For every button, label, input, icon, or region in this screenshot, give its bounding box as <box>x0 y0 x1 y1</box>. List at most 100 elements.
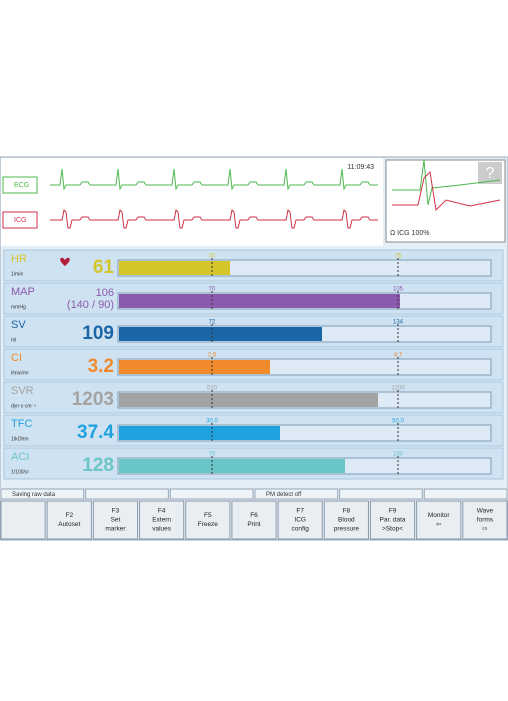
button-label[interactable]: ⇦ <box>436 521 442 528</box>
ref-marker-label: 1200 <box>391 386 405 392</box>
button-label[interactable]: F3 <box>112 508 120 515</box>
ref-marker-label: 2.5 <box>208 353 217 359</box>
bar-fill <box>119 327 322 341</box>
function-button[interactable] <box>46 500 92 540</box>
ref-marker-label: 4.7 <box>394 353 403 359</box>
param-detail: (140 / 90) <box>67 299 114 311</box>
button-label[interactable]: forms <box>477 517 494 524</box>
button-label[interactable]: Autoset <box>58 521 80 528</box>
wave-label: ICG <box>14 217 26 224</box>
status-text: PM detect off <box>266 492 302 498</box>
button-label[interactable]: values <box>152 526 172 533</box>
status-cell <box>423 488 508 500</box>
button-label[interactable]: F6 <box>250 512 258 519</box>
button-label[interactable]: Print <box>247 521 261 528</box>
status-cell <box>339 488 423 500</box>
bar-fill <box>119 426 280 440</box>
param-unit: mmHg <box>11 304 26 310</box>
param-unit: 1/kOhm <box>11 436 29 442</box>
button-label[interactable]: marker <box>105 526 126 533</box>
param-name: TFC <box>11 418 32 430</box>
button-label[interactable]: ICG <box>294 517 306 524</box>
bar-fill <box>119 393 378 407</box>
param-value: 1203 <box>72 389 114 410</box>
button-label[interactable]: F5 <box>204 512 212 519</box>
bar-fill <box>119 360 270 374</box>
param-name: HR <box>11 253 27 265</box>
ref-marker-label: 105 <box>393 287 404 293</box>
thumbnail-icg <box>392 170 501 212</box>
button-label[interactable]: config <box>292 526 310 533</box>
ref-marker-label: 72 <box>209 320 216 326</box>
button-label[interactable]: >Stop< <box>382 526 403 533</box>
ref-marker-label: 50.0 <box>392 419 404 425</box>
function-button[interactable] <box>92 500 139 540</box>
status-cell <box>169 488 254 500</box>
status-cell <box>0 488 85 500</box>
status-cell <box>254 488 339 500</box>
function-button[interactable] <box>185 500 231 540</box>
function-button[interactable] <box>277 500 323 540</box>
button-label[interactable]: F9 <box>389 508 397 515</box>
heart-icon <box>60 257 70 266</box>
waveform-area <box>1 158 383 246</box>
status-text: Saving raw data <box>12 492 56 498</box>
bar-fill <box>119 294 400 308</box>
param-value: 61 <box>93 257 115 278</box>
button-label[interactable]: Set <box>111 517 121 524</box>
ref-marker-label: 75 <box>395 254 402 260</box>
button-label[interactable]: F4 <box>158 508 166 515</box>
ref-marker-label: 70 <box>209 254 216 260</box>
function-button[interactable] <box>231 500 277 540</box>
wave-label-box <box>2 211 38 229</box>
function-button[interactable] <box>462 500 508 540</box>
button-label[interactable]: ⇨ <box>482 526 488 533</box>
param-name: SVR <box>11 385 34 397</box>
function-button[interactable] <box>416 500 462 540</box>
button-label[interactable]: F7 <box>296 508 304 515</box>
button-label[interactable]: Monitor <box>428 512 451 519</box>
param-unit: 1/min <box>11 271 23 277</box>
thumbnail-label: Ω ICG 100% <box>390 230 429 237</box>
function-button[interactable] <box>323 500 369 540</box>
thumbnail-ecg <box>392 159 501 206</box>
param-value: 109 <box>82 323 114 344</box>
ref-marker-label: 134 <box>393 320 404 326</box>
param-value: 3.2 <box>88 356 114 377</box>
help-box[interactable] <box>478 162 502 184</box>
ref-marker-label: 510 <box>207 386 218 392</box>
waveform <box>50 168 378 191</box>
function-button[interactable] <box>369 500 416 540</box>
function-button[interactable] <box>0 500 46 540</box>
button-label[interactable]: pressure <box>334 526 360 533</box>
button-label[interactable]: F2 <box>65 512 73 519</box>
param-unit: dyn·s·cm⁻⁵ <box>11 403 36 409</box>
clock: 11:09:43 <box>347 164 374 171</box>
waveform <box>50 208 378 229</box>
ref-marker-label: 150 <box>393 452 404 458</box>
button-label[interactable]: Par. data <box>380 517 406 524</box>
button-label[interactable]: Wave <box>477 508 494 515</box>
button-label[interactable]: Blood <box>338 517 355 524</box>
wave-label: ECG <box>14 182 29 189</box>
param-name: CI <box>11 352 22 364</box>
wave-label-box <box>2 176 38 194</box>
param-value: 128 <box>82 455 114 476</box>
bar-fill <box>119 261 230 275</box>
button-label[interactable]: F8 <box>343 508 351 515</box>
param-unit: l/min/m² <box>11 370 29 376</box>
ref-marker-label: 70 <box>209 452 216 458</box>
button-label[interactable]: Extern <box>152 517 171 524</box>
help-icon[interactable]: ? <box>486 165 495 182</box>
param-value: 106 <box>96 287 114 299</box>
function-button[interactable] <box>139 500 185 540</box>
param-unit: ml <box>11 337 16 343</box>
param-unit: 1/100/s² <box>11 469 29 475</box>
param-name: SV <box>11 319 26 331</box>
button-label[interactable]: Freeze <box>198 521 219 528</box>
param-value: 37.4 <box>77 422 114 443</box>
bar-fill <box>119 459 345 473</box>
ref-marker-label: 30.0 <box>206 419 218 425</box>
